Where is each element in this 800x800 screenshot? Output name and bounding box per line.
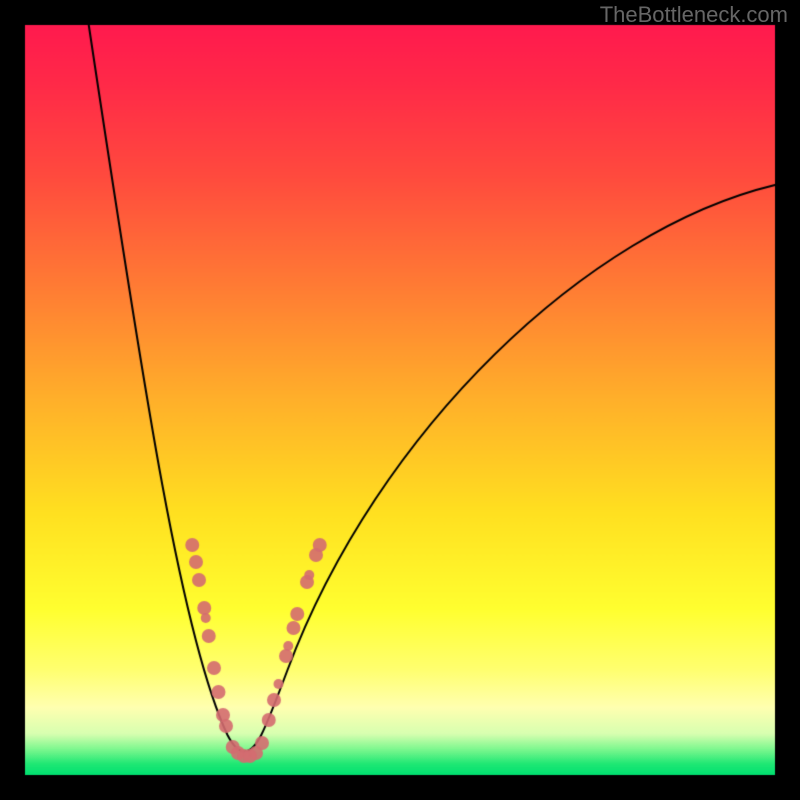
watermark-text: TheBottleneck.com (600, 2, 788, 28)
bottleneck-chart (0, 0, 800, 800)
